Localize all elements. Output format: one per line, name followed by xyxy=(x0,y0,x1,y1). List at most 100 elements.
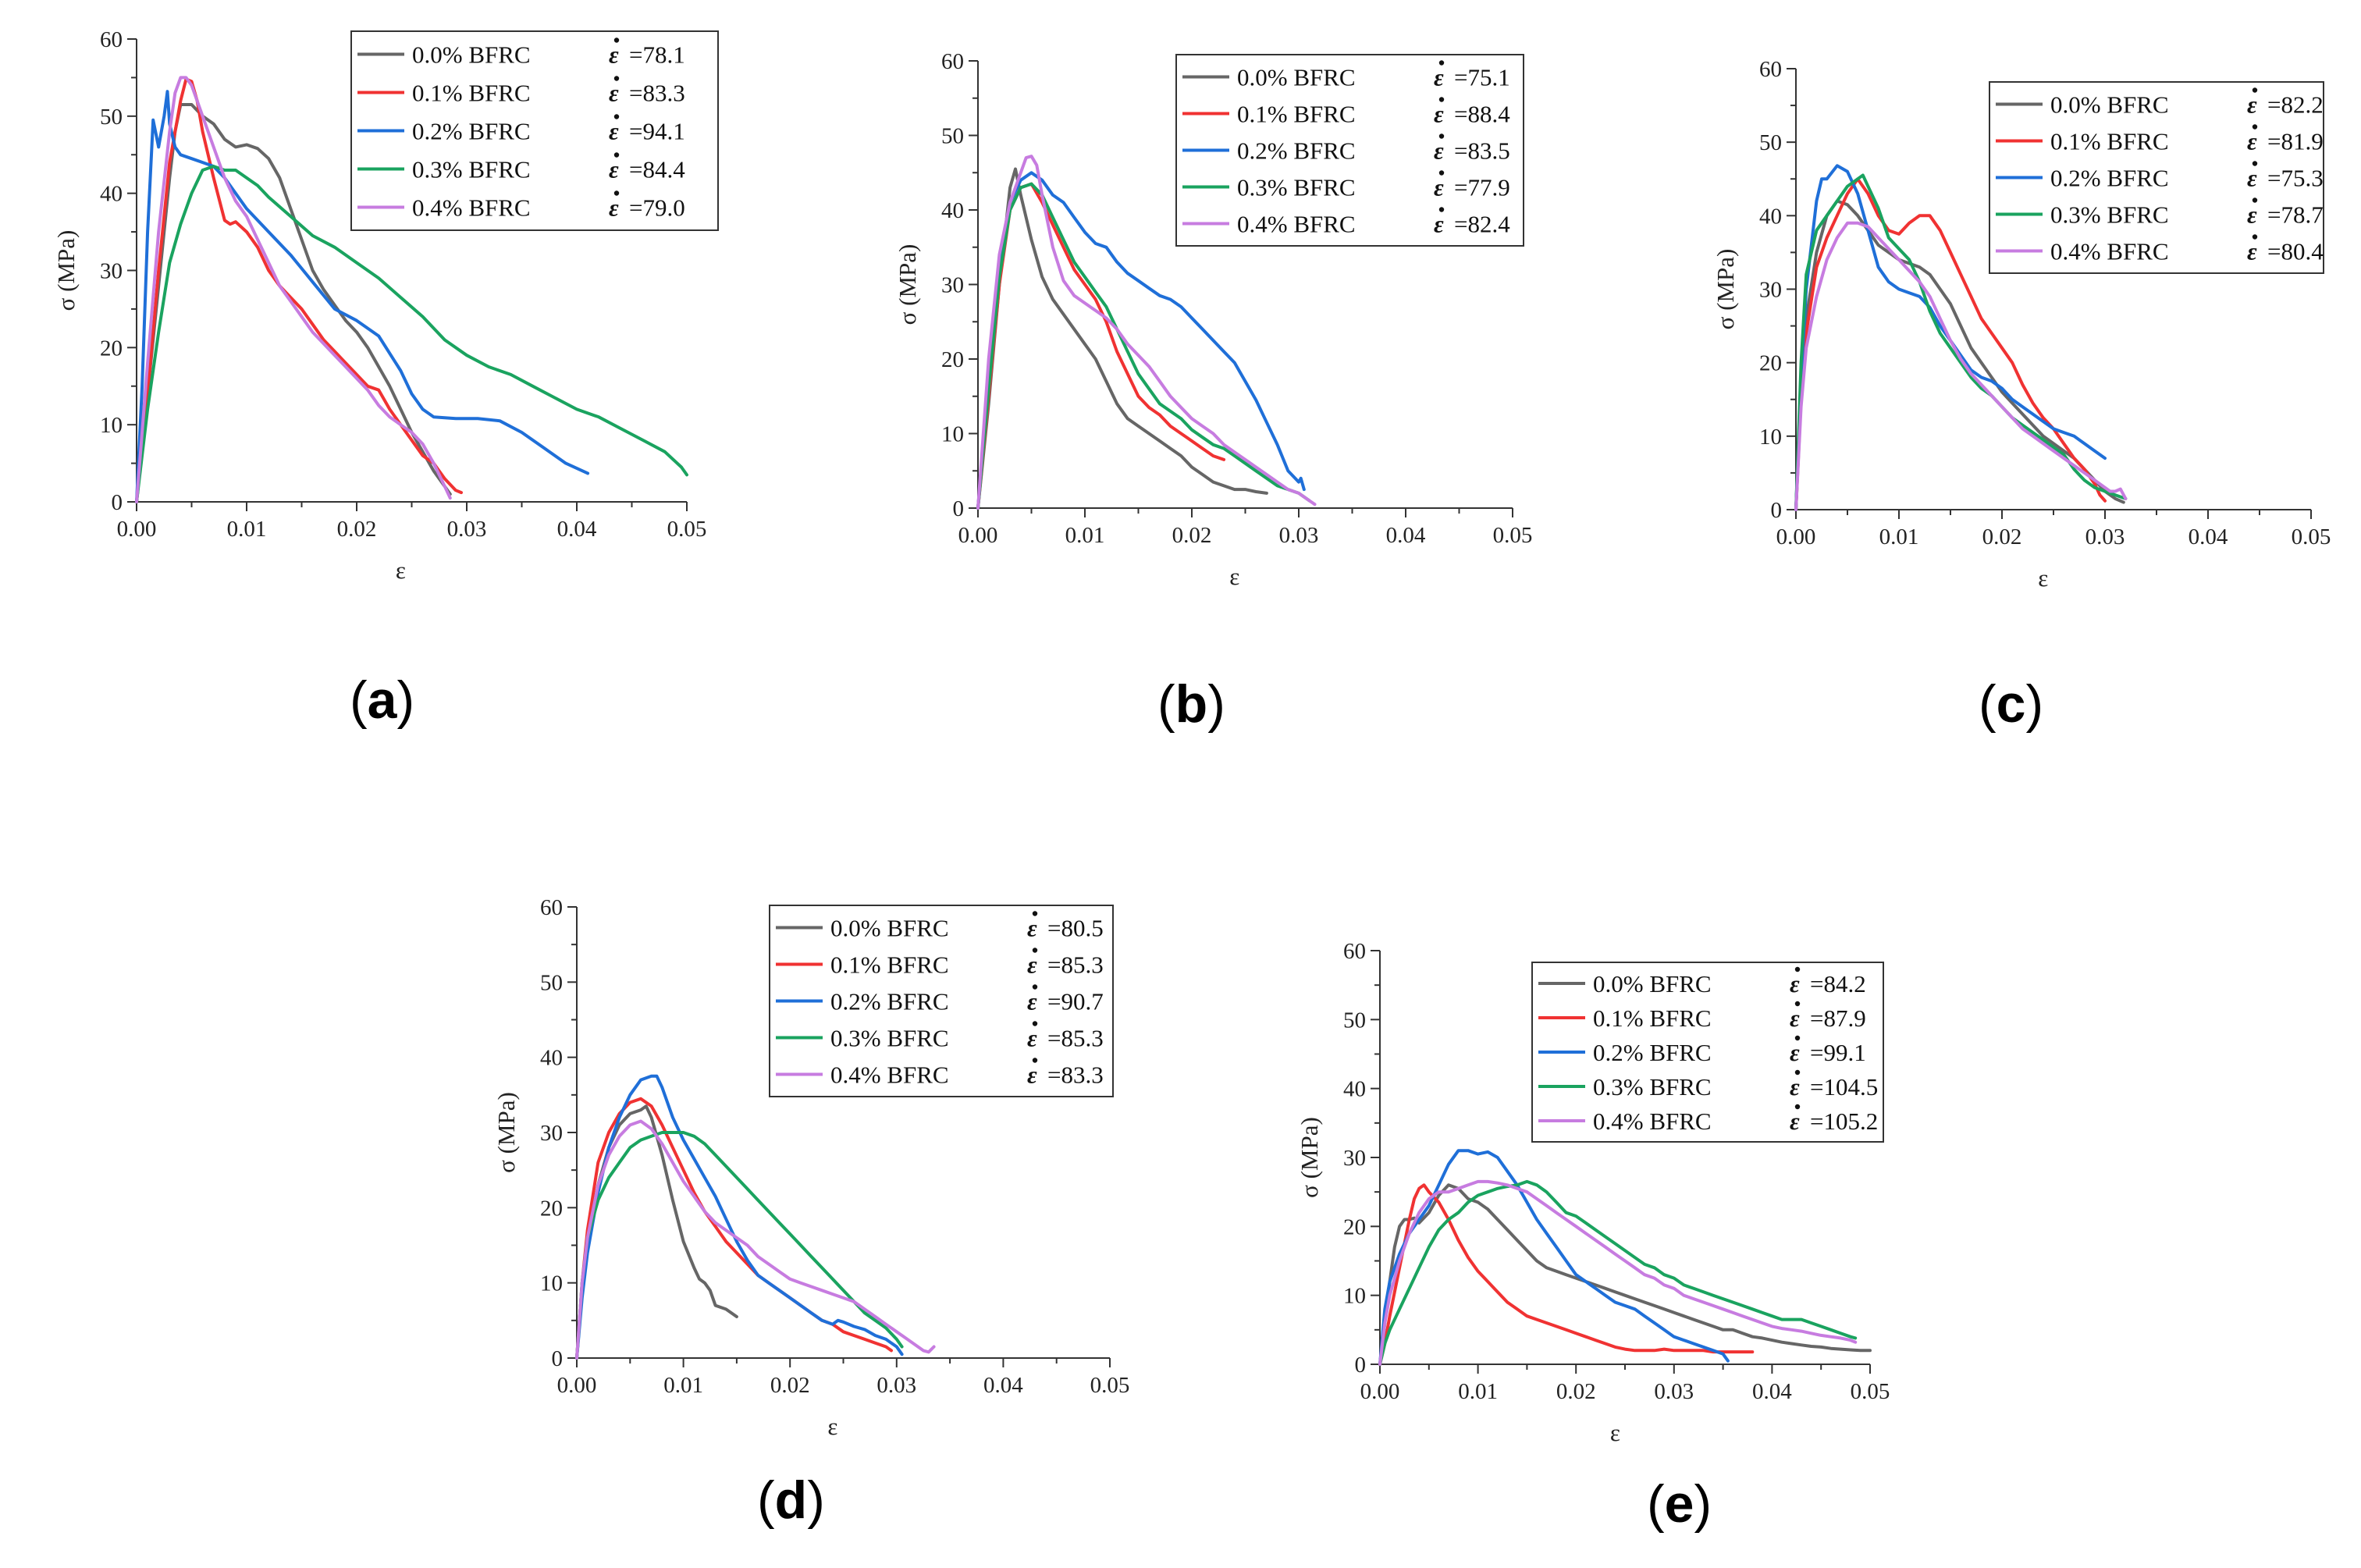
chart-a-legend-label: 0.3% BFRC xyxy=(412,156,531,183)
chart-e-legend-label: 0.2% BFRC xyxy=(1593,1039,1712,1066)
svg-text:ε: ε xyxy=(2247,128,2257,155)
chart-a-legend-box xyxy=(350,30,719,231)
svg-text:ε: ε xyxy=(609,118,619,145)
chart-c-strain-rate-symbol: ε xyxy=(2247,87,2258,119)
chart-e-x-axis-label: ε xyxy=(1610,1419,1620,1446)
chart-b-legend: 0.0% BFRC ε =75.1 0.1% BFRC ε =88.4 0.2% BFRC ε… xyxy=(1175,54,1524,247)
chart-d-y-tick-label: 40 xyxy=(540,1046,563,1071)
chart-c-series-0-4pct-bfrc xyxy=(1794,221,2128,511)
chart-c-y-tick-label: 20 xyxy=(1759,351,1782,376)
chart-e-y-tick-label: 10 xyxy=(1343,1284,1366,1309)
chart-d-legend-item-0-1pct-bfrc: 0.1% BFRC ε =85.3 xyxy=(776,948,1104,979)
chart-c-legend-box xyxy=(1989,81,2324,274)
chart-c-legend-rate: =80.4 xyxy=(2267,238,2324,265)
chart-b-x-tick-label: 0.00 xyxy=(958,523,998,548)
chart-e-strain-rate-symbol: ε xyxy=(1790,1069,1801,1100)
chart-c-strain-rate-symbol: ε xyxy=(2247,197,2258,229)
chart-c-x-axis-label: ε xyxy=(2038,564,2048,592)
chart-b-y-tick-label: 60 xyxy=(941,49,964,74)
chart-c-y-tick-label: 50 xyxy=(1759,130,1782,155)
chart-c-y-tick-label: 0 xyxy=(1771,498,1783,523)
chart-a-x-tick-label: 0.02 xyxy=(337,517,377,542)
svg-text:ε: ε xyxy=(609,156,619,183)
chart-b-legend-label: 0.1% BFRC xyxy=(1237,101,1356,128)
chart-e-x-tick-label: 0.00 xyxy=(1360,1379,1400,1404)
chart-a-y-tick-label: 30 xyxy=(100,259,123,284)
chart-c-panel-label: (c) xyxy=(1979,674,2043,734)
chart-a-legend-label: 0.1% BFRC xyxy=(412,80,531,107)
chart-c-x-tick-label: 0.01 xyxy=(1879,524,1919,549)
svg-text:ε: ε xyxy=(1790,1108,1800,1135)
chart-d-strain-rate-symbol: ε xyxy=(1027,1058,1038,1089)
chart-b-y-tick-label: 10 xyxy=(941,422,964,447)
svg-text:ε: ε xyxy=(2247,165,2257,192)
svg-text:ε: ε xyxy=(1434,64,1444,91)
chart-c-legend-item-0-0pct-bfrc: 0.0% BFRC ε =82.2 xyxy=(1996,87,2324,119)
chart-a-legend-rate: =78.1 xyxy=(629,41,685,69)
svg-text:ε: ε xyxy=(1434,174,1444,201)
chart-d-series-0-3pct-bfrc xyxy=(575,1131,904,1360)
chart-b-legend-item-0-0pct-bfrc: 0.0% BFRC ε =75.1 xyxy=(1182,60,1510,91)
chart-d-x-axis-label: ε xyxy=(827,1413,837,1440)
chart-b-series-0-4pct-bfrc xyxy=(976,155,1317,510)
chart-d-series-0-0pct-bfrc xyxy=(575,1104,738,1360)
chart-e-legend-box xyxy=(1531,962,1884,1143)
chart-a-legend-item-0-2pct-bfrc: 0.2% BFRC ε =94.1 xyxy=(357,114,685,145)
chart-b-legend-label: 0.0% BFRC xyxy=(1237,64,1356,91)
chart-d-y-tick-label: 0 xyxy=(552,1346,564,1371)
chart-e-y-tick-label: 0 xyxy=(1355,1353,1367,1378)
chart-a-y-tick-label: 0 xyxy=(112,490,123,515)
chart-c-strain-rate-symbol: ε xyxy=(2247,124,2258,155)
svg-text:ε: ε xyxy=(1027,988,1037,1015)
chart-d-legend-item-0-2pct-bfrc: 0.2% BFRC ε =90.7 xyxy=(776,984,1104,1015)
chart-e-legend-rate: =99.1 xyxy=(1810,1039,1866,1066)
chart-b-legend-rate: =75.1 xyxy=(1454,64,1510,91)
chart-e-strain-rate-symbol: ε xyxy=(1790,1104,1801,1135)
chart-e-x-tick-label: 0.02 xyxy=(1556,1379,1596,1404)
chart-b-series-0-2pct-bfrc xyxy=(976,171,1306,510)
chart-d: 0.00 0.01 0.02 0.03 0.04 0.05 0 10 20 30 40 50 60 ε σ … xyxy=(492,895,1129,1530)
chart-c-legend-item-0-2pct-bfrc: 0.2% BFRC ε =75.3 xyxy=(1996,161,2324,192)
chart-b-x-tick-label: 0.02 xyxy=(1172,523,1212,548)
chart-d-x-tick-label: 0.05 xyxy=(1090,1373,1130,1398)
chart-d-y-tick-label: 10 xyxy=(540,1271,563,1296)
chart-a-legend-item-0-3pct-bfrc: 0.3% BFRC ε =84.4 xyxy=(357,152,685,183)
svg-text:ε: ε xyxy=(1434,211,1444,238)
chart-a-legend-label: 0.2% BFRC xyxy=(412,118,531,145)
chart-a-y-tick-label: 40 xyxy=(100,182,123,207)
chart-d-series-0-2pct-bfrc xyxy=(575,1074,904,1360)
chart-b-legend-label: 0.3% BFRC xyxy=(1237,174,1356,201)
chart-d-strain-rate-symbol: ε xyxy=(1027,1021,1038,1052)
chart-c-legend-label: 0.2% BFRC xyxy=(2050,165,2169,192)
chart-e-legend-rate: =104.5 xyxy=(1810,1073,1878,1100)
chart-c-x-tick-label: 0.05 xyxy=(2292,524,2331,549)
chart-d-legend-rate: =80.5 xyxy=(1047,915,1104,942)
chart-e-legend: 0.0% BFRC ε =84.2 0.1% BFRC ε =87.9 0.2% BFRC ε… xyxy=(1531,962,1884,1143)
svg-text:ε: ε xyxy=(609,194,619,222)
chart-a-x-tick-label: 0.04 xyxy=(557,517,597,542)
chart-d-legend-rate: =90.7 xyxy=(1047,988,1104,1015)
chart-e-y-tick-label: 20 xyxy=(1343,1214,1366,1239)
chart-d-panel-label: (d) xyxy=(757,1470,825,1530)
chart-d-legend-rate: =83.3 xyxy=(1047,1061,1104,1089)
chart-a-strain-rate-symbol: ε xyxy=(609,114,620,145)
chart-c-legend-item-0-4pct-bfrc: 0.4% BFRC ε =80.4 xyxy=(1996,234,2324,265)
chart-c-y-tick-label: 60 xyxy=(1759,57,1782,82)
svg-text:ε: ε xyxy=(1027,915,1037,942)
chart-d-legend-label: 0.1% BFRC xyxy=(830,951,949,979)
chart-e: 0.00 0.01 0.02 0.03 0.04 0.05 0 10 20 30 40 50 60 ε σ … xyxy=(1296,939,1890,1534)
chart-d-legend-label: 0.0% BFRC xyxy=(830,915,949,942)
chart-b-legend-rate: =82.4 xyxy=(1454,211,1510,238)
chart-a-legend-label: 0.4% BFRC xyxy=(412,194,531,222)
svg-text:ε: ε xyxy=(1027,1061,1037,1089)
chart-e-series-0-2pct-bfrc xyxy=(1378,1149,1730,1366)
chart-b-x-tick-label: 0.05 xyxy=(1493,523,1533,548)
chart-e-legend-item-0-4pct-bfrc: 0.4% BFRC ε =105.2 xyxy=(1538,1104,1878,1135)
chart-d-legend-item-0-0pct-bfrc: 0.0% BFRC ε =80.5 xyxy=(776,911,1104,942)
chart-b-legend-item-0-4pct-bfrc: 0.4% BFRC ε =82.4 xyxy=(1182,207,1510,238)
chart-c-legend-label: 0.3% BFRC xyxy=(2050,201,2169,229)
chart-e-y-tick-label: 30 xyxy=(1343,1146,1366,1171)
chart-b-legend-label: 0.4% BFRC xyxy=(1237,211,1356,238)
chart-e-y-tick-label: 60 xyxy=(1343,939,1366,964)
chart-b-x-axis-label: ε xyxy=(1229,563,1239,590)
